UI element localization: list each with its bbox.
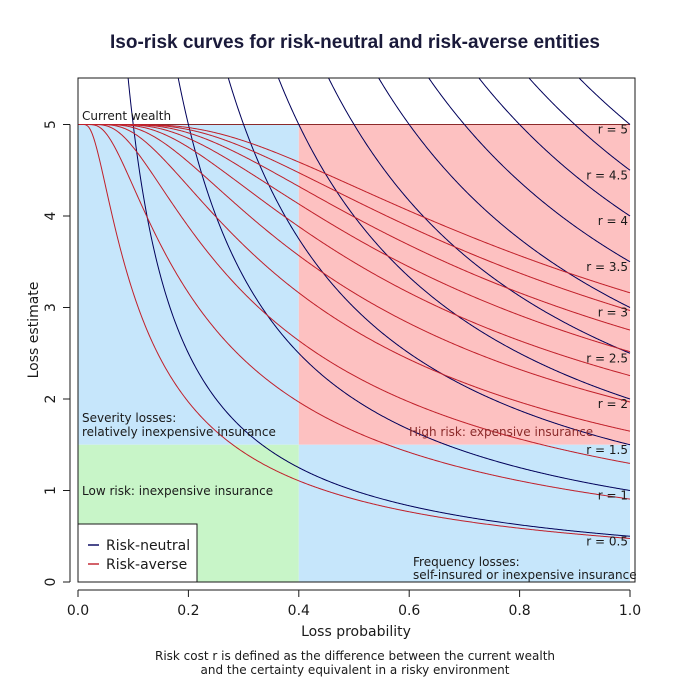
curve-label-r0.5: r = 0.5 bbox=[586, 534, 628, 548]
caption-line1: Risk cost r is defined as the difference… bbox=[155, 649, 555, 663]
x-tick-label: 0.8 bbox=[508, 603, 530, 619]
y-tick-label: 5 bbox=[43, 120, 59, 129]
curve-risk-averse-r4 bbox=[78, 124, 631, 331]
y-tick-label: 3 bbox=[43, 303, 59, 312]
curve-risk-neutral-r1 bbox=[177, 78, 631, 491]
frequency-label-line2: self-insured or inexpensive insurance bbox=[413, 568, 637, 582]
y-tick-label: 4 bbox=[43, 211, 59, 220]
curve-risk-averse-r3 bbox=[78, 124, 631, 377]
y-tick-label: 2 bbox=[43, 395, 59, 404]
curve-risk-averse-r1.5 bbox=[78, 124, 631, 464]
x-axis-label: Loss probability bbox=[301, 624, 411, 640]
curve-label-r5: r = 5 bbox=[598, 123, 628, 137]
curve-risk-averse-r3.5 bbox=[78, 124, 631, 353]
curve-risk-averse-r2 bbox=[78, 124, 631, 432]
curve-risk-neutral-r5 bbox=[578, 78, 631, 125]
curve-risk-averse-r1 bbox=[78, 124, 631, 500]
legend: Risk-neutral Risk-averse bbox=[77, 523, 198, 583]
region-severity bbox=[78, 124, 299, 445]
caption-line2: and the certainty equivalent in a risky … bbox=[201, 663, 510, 677]
curve-risk-neutral-r2 bbox=[277, 78, 631, 400]
curve-label-layer: r = 0.5 r = 1 r = 1.5 r = 2 r = 2.5 r = 3 r = … bbox=[586, 123, 628, 549]
region-layer bbox=[78, 124, 630, 582]
x-tick-label: 0.0 bbox=[67, 603, 89, 619]
chart-title: Iso-risk curves for risk-neutral and ris… bbox=[110, 32, 600, 53]
curve-risk-neutral-r2.5 bbox=[327, 78, 631, 354]
x-tick-label: 0.2 bbox=[177, 603, 199, 619]
curve-label-r1: r = 1 bbox=[598, 489, 628, 503]
x-tick-label: 0.4 bbox=[288, 603, 310, 619]
region-frequency bbox=[298, 444, 630, 582]
curve-layer bbox=[78, 78, 631, 539]
severity-label-line1: Severity losses: bbox=[82, 411, 176, 425]
x-tick-label: 1.0 bbox=[619, 603, 641, 619]
curve-risk-averse-r0.5 bbox=[78, 124, 631, 539]
curve-risk-averse-r5 bbox=[78, 124, 631, 294]
x-tick-label: 0.6 bbox=[398, 603, 420, 619]
curve-risk-neutral-r3 bbox=[378, 78, 631, 308]
curve-label-r3: r = 3 bbox=[598, 306, 628, 320]
curve-label-r4.5: r = 4.5 bbox=[586, 168, 628, 182]
curve-risk-neutral-r1.5 bbox=[227, 78, 631, 446]
curve-label-r4: r = 4 bbox=[598, 214, 628, 228]
y-tick-label: 0 bbox=[43, 578, 59, 587]
low-risk-label: Low risk: inexpensive insurance bbox=[82, 484, 273, 498]
curve-label-r3.5: r = 3.5 bbox=[586, 260, 628, 274]
curve-risk-neutral-r0.5 bbox=[127, 78, 631, 537]
severity-label-line2: relatively inexpensive insurance bbox=[82, 425, 276, 439]
frequency-label-line1: Frequency losses: bbox=[413, 555, 520, 569]
y-axis-label: Loss estimate bbox=[26, 282, 42, 379]
curve-risk-averse-r2.5 bbox=[78, 124, 631, 403]
legend-box bbox=[77, 523, 198, 583]
high-risk-label: High risk: expensive insurance bbox=[409, 425, 593, 439]
curve-label-r2.5: r = 2.5 bbox=[586, 351, 628, 365]
y-tick-label: 1 bbox=[43, 486, 59, 495]
legend-label-risk-averse: Risk-averse bbox=[106, 557, 187, 573]
plot-frame bbox=[77, 77, 636, 583]
curve-label-r2: r = 2 bbox=[598, 397, 628, 411]
curve-risk-neutral-r3.5 bbox=[428, 78, 631, 263]
x-axis: 0.0 0.2 0.4 0.6 0.8 1.0 bbox=[67, 589, 641, 619]
curve-risk-neutral-r4.5 bbox=[528, 78, 631, 171]
curve-risk-averse-r4.5 bbox=[78, 124, 631, 311]
curve-label-r1.5: r = 1.5 bbox=[586, 443, 628, 457]
region-high-risk bbox=[298, 124, 630, 445]
legend-label-risk-neutral: Risk-neutral bbox=[106, 538, 190, 554]
y-axis: 0 1 2 3 4 5 bbox=[43, 120, 71, 587]
curve-risk-neutral-r4 bbox=[478, 78, 631, 217]
current-wealth-label: Current wealth bbox=[82, 109, 171, 123]
